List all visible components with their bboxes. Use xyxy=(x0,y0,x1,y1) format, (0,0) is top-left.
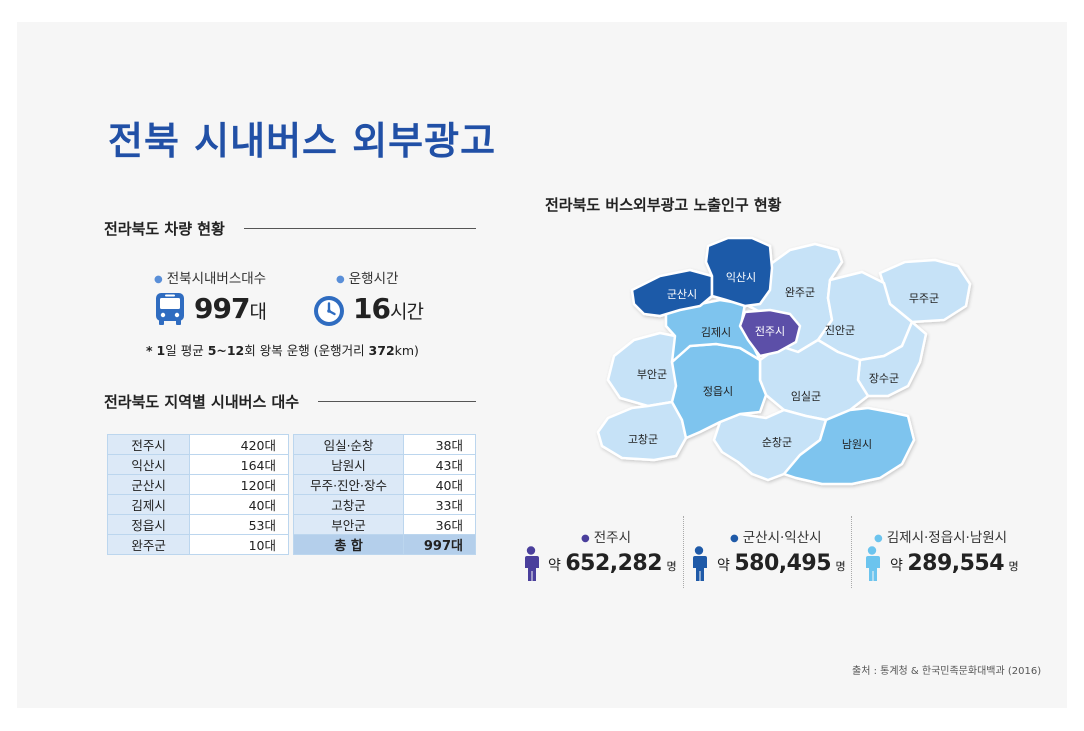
map-label-jeongeup: 정읍시 xyxy=(703,385,733,398)
stat-divider xyxy=(851,516,852,588)
operation-note: * 1일 평균 5~12회 왕복 운행 (운행거리 372km) xyxy=(146,343,419,358)
total-value-cell: 997대 xyxy=(403,534,476,555)
bus-count-cell: 43대 xyxy=(403,454,476,475)
bullet-icon: ● xyxy=(874,532,883,544)
regional-table-left: 전주시 420대 익산시 164대 군산시 120대 김제시 40대 정읍시 53대 완주군 10대 xyxy=(106,434,289,555)
regional-bus-heading: 전라북도 지역별 시내버스 대수 xyxy=(104,393,300,411)
table-row: 고창군 33대 xyxy=(292,494,476,515)
region-name-cell: 전주시 xyxy=(106,434,191,455)
table-row: 무주·진안·장수 40대 xyxy=(292,474,476,495)
region-name-cell: 부안군 xyxy=(292,514,405,535)
person-icon xyxy=(522,546,540,586)
operating-hours-value: 16시간 xyxy=(353,292,424,325)
bullet-icon: ● xyxy=(154,273,163,285)
bus-count-label: ● 전북시내버스대수 xyxy=(154,271,267,287)
bullet-icon: ● xyxy=(730,532,739,544)
bus-icon xyxy=(154,292,186,326)
bus-count-cell: 36대 xyxy=(403,514,476,535)
region-name-cell: 익산시 xyxy=(106,454,191,475)
region-name-cell: 완주군 xyxy=(106,534,191,555)
region-name-cell: 임실·순창 xyxy=(292,434,405,455)
bus-count-cell: 164대 xyxy=(189,454,289,475)
clock-icon xyxy=(313,295,345,327)
map-label-iksan: 익산시 xyxy=(726,271,756,284)
bullet-icon: ● xyxy=(581,532,590,544)
map-label-sunchang: 순창군 xyxy=(762,436,792,449)
population-value-gimje-jeongeup-namwon: 약 289,554 명 xyxy=(890,551,1019,576)
map-region-jeonju xyxy=(738,308,802,358)
population-label-jeonju: ● 전주시 xyxy=(581,530,631,546)
table-row: 남원시 43대 xyxy=(292,454,476,475)
bus-count-cell: 120대 xyxy=(189,474,289,495)
bus-count-cell: 33대 xyxy=(403,494,476,515)
bus-count-cell: 53대 xyxy=(189,514,289,535)
table-row: 전주시 420대 xyxy=(106,434,289,455)
map-label-gimje: 김제시 xyxy=(701,326,731,339)
bus-count-cell: 38대 xyxy=(403,434,476,455)
map-label-muju: 무주군 xyxy=(909,292,939,305)
population-value-gunsan-iksan: 약 580,495 명 xyxy=(717,551,846,576)
bullet-icon: ● xyxy=(336,273,345,285)
table-row: 김제시 40대 xyxy=(106,494,289,515)
table-row: 익산시 164대 xyxy=(106,454,289,475)
region-name-cell: 고창군 xyxy=(292,494,405,515)
table-row: 임실·순창 38대 xyxy=(292,434,476,455)
population-label-gimje-jeongeup-namwon: ● 김제시·정읍시·남원시 xyxy=(874,530,1008,546)
table-row: 부안군 36대 xyxy=(292,514,476,535)
map-label-buan: 부안군 xyxy=(637,368,667,381)
region-name-cell: 김제시 xyxy=(106,494,191,515)
region-name-cell: 무주·진안·장수 xyxy=(292,474,405,495)
map-heading: 전라북도 버스외부광고 노출인구 현황 xyxy=(545,196,782,214)
regional-table-right: 임실·순창 38대 남원시 43대 무주·진안·장수 40대 고창군 33대 부안군 36대 총 합… xyxy=(292,434,476,555)
bus-count-cell: 40대 xyxy=(189,494,289,515)
map-region-namwon xyxy=(782,406,916,486)
population-value-jeonju: 약 652,282 명 xyxy=(548,551,677,576)
total-label-cell: 총 합 xyxy=(292,534,405,555)
person-icon xyxy=(690,546,708,586)
table-row: 완주군 10대 xyxy=(106,534,289,555)
page-title: 전북 시내버스 외부광고 xyxy=(108,119,497,163)
map-region-imsil xyxy=(758,338,870,422)
bus-count-cell: 10대 xyxy=(189,534,289,555)
map-label-namwon: 남원시 xyxy=(842,438,872,451)
bus-count-cell: 420대 xyxy=(189,434,289,455)
map-label-jeonju: 전주시 xyxy=(755,325,785,338)
map-region-gunsan xyxy=(630,268,714,318)
region-name-cell: 군산시 xyxy=(106,474,191,495)
vehicle-status-heading: 전라북도 차량 현황 xyxy=(104,220,225,238)
operating-hours-label: ● 운행시간 xyxy=(336,271,399,287)
source-note: 출처 : 통계청 & 한국민족문화대백과 (2016) xyxy=(852,666,1042,677)
map-label-jangsu: 장수군 xyxy=(869,372,899,385)
stat-divider xyxy=(683,516,684,588)
map-label-wanju: 완주군 xyxy=(785,286,815,299)
table-row: 군산시 120대 xyxy=(106,474,289,495)
map-label-gunsan: 군산시 xyxy=(667,288,697,301)
map-label-imsil: 임실군 xyxy=(791,390,821,403)
population-label-gunsan-iksan: ● 군산시·익산시 xyxy=(730,530,822,546)
map-region-gochang xyxy=(596,400,688,462)
jeonbuk-map: 익산시 군산시 완주군 무주군 김제시 전주시 진안군 부안군 장수군 정읍시 … xyxy=(596,236,972,486)
map-label-jinan: 진안군 xyxy=(825,324,855,337)
bus-count-cell: 40대 xyxy=(403,474,476,495)
section-divider xyxy=(244,228,476,229)
map-label-gochang: 고창군 xyxy=(628,433,658,446)
section-divider xyxy=(318,401,476,402)
bus-count-value: 997대 xyxy=(194,292,267,325)
region-name-cell: 남원시 xyxy=(292,454,405,475)
person-icon xyxy=(863,546,881,586)
map-region-iksan xyxy=(704,236,774,308)
table-row: 정읍시 53대 xyxy=(106,514,289,535)
total-row: 총 합 997대 xyxy=(292,534,476,555)
region-name-cell: 정읍시 xyxy=(106,514,191,535)
